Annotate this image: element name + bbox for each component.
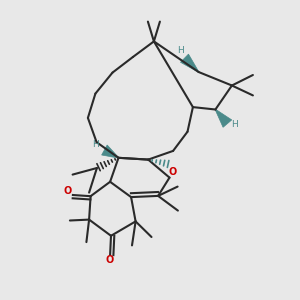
Polygon shape: [215, 109, 232, 127]
Polygon shape: [102, 145, 118, 158]
Text: H: H: [178, 46, 184, 55]
Polygon shape: [181, 54, 199, 72]
Text: H: H: [93, 140, 99, 149]
Text: O: O: [64, 186, 72, 196]
Text: H: H: [231, 120, 238, 129]
Text: O: O: [169, 167, 177, 177]
Text: O: O: [106, 255, 114, 266]
